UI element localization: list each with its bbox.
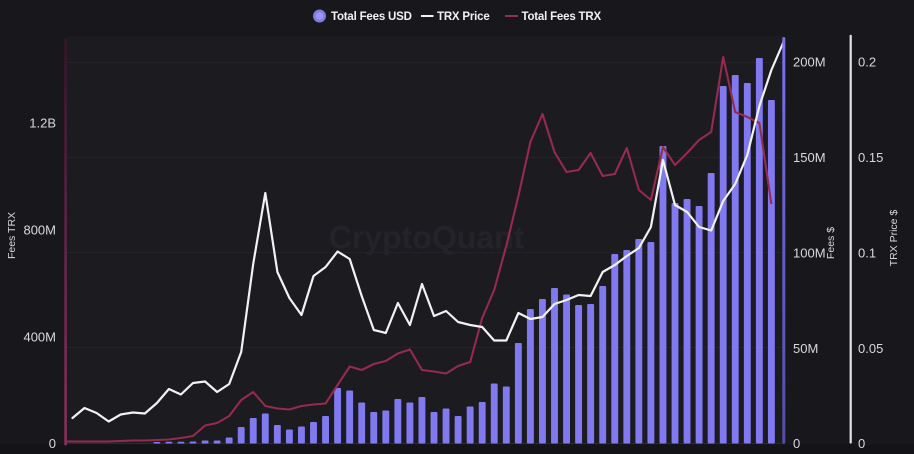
- svg-text:800M: 800M: [23, 223, 56, 238]
- svg-text:1.2B: 1.2B: [29, 116, 56, 131]
- svg-text:50M: 50M: [793, 341, 818, 356]
- svg-text:0.1: 0.1: [858, 245, 876, 260]
- svg-text:150M: 150M: [793, 150, 826, 165]
- svg-text:Total Fees TRX: Total Fees TRX: [522, 11, 602, 23]
- svg-text:400M: 400M: [23, 329, 56, 344]
- svg-text:0.15: 0.15: [858, 150, 883, 165]
- svg-text:0: 0: [858, 436, 865, 451]
- svg-text:0.05: 0.05: [858, 341, 883, 356]
- svg-text:100M: 100M: [793, 245, 826, 260]
- svg-text:Fees TRX: Fees TRX: [6, 212, 18, 259]
- svg-text:CryptoQuant: CryptoQuant: [329, 220, 525, 256]
- svg-text:0: 0: [49, 436, 56, 451]
- svg-text:TRX Price $: TRX Price $: [888, 210, 900, 267]
- svg-text:TRX Price: TRX Price: [437, 11, 490, 23]
- svg-text:200M: 200M: [793, 54, 826, 69]
- svg-text:0.2: 0.2: [858, 54, 876, 69]
- svg-text:Fees $: Fees $: [825, 227, 837, 259]
- svg-text:0: 0: [793, 436, 800, 451]
- svg-text:Total Fees USD: Total Fees USD: [331, 11, 412, 23]
